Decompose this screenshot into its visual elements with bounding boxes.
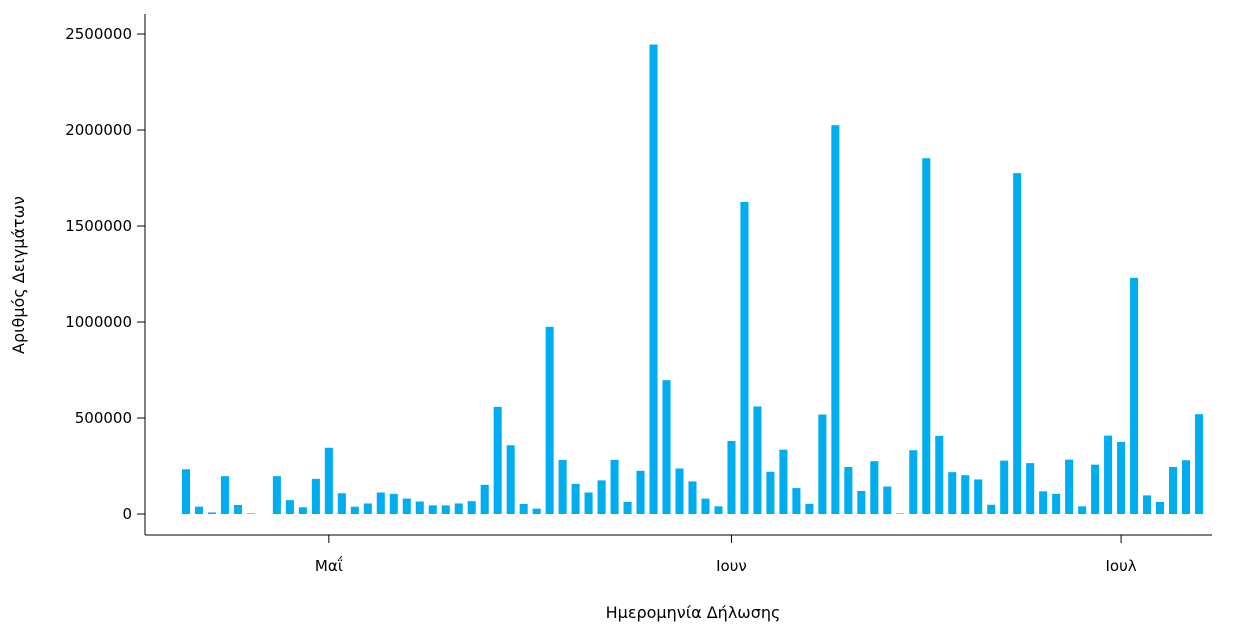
bar-2021-04-22 <box>207 512 216 514</box>
bar-2021-05-19 <box>558 459 567 514</box>
bar-2021-06-04 <box>766 471 775 514</box>
bars-group <box>181 44 1204 515</box>
y-tick-label: 2500000 <box>65 25 132 43</box>
bar-2021-05-31 <box>714 506 723 514</box>
bar-2021-04-24 <box>233 504 242 514</box>
x-tick-label: Μαΐ <box>315 555 343 575</box>
bar-2021-05-26 <box>649 44 658 515</box>
y-tick-label: 1500000 <box>65 217 132 235</box>
bar-2021-04-30 <box>311 478 320 514</box>
bar-2021-07-04 <box>1156 501 1165 514</box>
bar-2021-06-02 <box>740 202 749 514</box>
bar-2021-06-27 <box>1065 459 1074 514</box>
bar-2021-06-07 <box>805 503 814 514</box>
bar-2021-06-06 <box>792 488 801 514</box>
bar-2021-05-03 <box>350 506 359 514</box>
bar-2021-04-25 <box>246 513 255 514</box>
bar-2021-06-12 <box>870 461 879 514</box>
bar-2021-06-28 <box>1078 506 1087 514</box>
bar-2021-05-30 <box>701 498 710 514</box>
bar-2021-05-17 <box>532 508 541 514</box>
bar-2021-05-05 <box>376 492 385 514</box>
bar-2021-06-25 <box>1039 491 1048 514</box>
bar-2021-05-12 <box>467 501 476 514</box>
x-tick-label: Ιουλ <box>1106 557 1137 575</box>
bar-2021-04-29 <box>298 507 307 514</box>
bar-2021-05-10 <box>441 505 450 514</box>
bar-2021-05-01 <box>324 447 333 514</box>
bar-2021-04-20 <box>181 469 191 514</box>
bar-2021-06-11 <box>857 490 866 514</box>
bar-2021-06-23 <box>1013 173 1022 514</box>
bar-2021-06-14 <box>896 513 905 514</box>
bar-2021-06-21 <box>987 504 996 514</box>
bar-2021-06-24 <box>1026 463 1035 514</box>
bar-2021-05-09 <box>428 505 437 514</box>
bar-2021-05-29 <box>688 481 697 514</box>
bar-2021-07-06 <box>1182 460 1191 514</box>
bar-2021-07-01 <box>1117 442 1126 514</box>
y-tick-label: 500000 <box>75 409 132 427</box>
bar-2021-05-22 <box>597 480 606 514</box>
bar-2021-06-01 <box>727 441 736 514</box>
bar-2021-05-28 <box>675 468 684 514</box>
bar-2021-06-17 <box>935 435 944 514</box>
bar-2021-05-07 <box>402 498 411 514</box>
bar-2021-05-13 <box>480 484 489 514</box>
bar-2021-07-03 <box>1143 495 1152 514</box>
bar-2021-07-07 <box>1194 414 1204 514</box>
bar-2021-05-27 <box>662 380 671 514</box>
bar-2021-07-02 <box>1130 277 1139 514</box>
bar-2021-06-13 <box>883 486 892 514</box>
bar-2021-05-11 <box>454 503 463 514</box>
bar-2021-06-16 <box>922 158 931 514</box>
bar-2021-04-27 <box>272 476 281 514</box>
y-tick-label: 0 <box>122 505 132 523</box>
bar-2021-06-26 <box>1052 493 1061 514</box>
bar-2021-06-09 <box>831 125 840 514</box>
bar-2021-05-23 <box>610 459 619 514</box>
bar-2021-06-15 <box>909 450 918 514</box>
bar-2021-05-14 <box>493 406 502 514</box>
x-axis-ticks: Μαΐ Ιουν Ιουλ <box>315 535 1137 575</box>
bar-2021-06-22 <box>1000 460 1009 514</box>
bar-2021-06-18 <box>948 472 957 514</box>
bar-2021-05-15 <box>506 445 515 514</box>
y-tick-label: 2000000 <box>65 121 132 139</box>
bar-2021-05-21 <box>584 492 593 514</box>
bar-2021-05-18 <box>545 326 554 514</box>
bar-2021-05-24 <box>623 501 632 514</box>
bar-2021-05-06 <box>389 493 398 514</box>
bar-2021-06-29 <box>1091 464 1100 514</box>
bar-2021-06-30 <box>1104 435 1113 514</box>
y-axis-title: Αριθμός Δειγμάτων <box>9 196 28 354</box>
bar-2021-06-03 <box>753 406 762 514</box>
bar-2021-05-16 <box>519 504 528 514</box>
bar-2021-06-08 <box>818 414 827 514</box>
bar-2021-05-08 <box>415 501 424 514</box>
bar-2021-05-20 <box>571 483 580 514</box>
y-axis-ticks: 0 500000 1000000 1500000 2000000 2500000 <box>65 25 145 523</box>
x-axis-title: Ημερομηνία Δήλωσης <box>606 603 781 622</box>
bar-2021-06-20 <box>974 479 983 514</box>
bar-2021-06-05 <box>779 449 788 514</box>
bar-2021-04-23 <box>220 476 229 514</box>
y-tick-label: 1000000 <box>65 313 132 331</box>
bar-2021-06-10 <box>844 466 853 514</box>
bar-2021-05-04 <box>363 503 372 514</box>
bar-2021-04-21 <box>194 506 203 514</box>
bar-2021-05-25 <box>636 470 645 514</box>
bar-2021-07-05 <box>1169 466 1178 514</box>
bar-2021-06-19 <box>961 475 970 514</box>
x-tick-label: Ιουν <box>716 557 747 575</box>
bar-2021-05-02 <box>337 493 346 514</box>
bar-2021-04-28 <box>285 500 294 514</box>
